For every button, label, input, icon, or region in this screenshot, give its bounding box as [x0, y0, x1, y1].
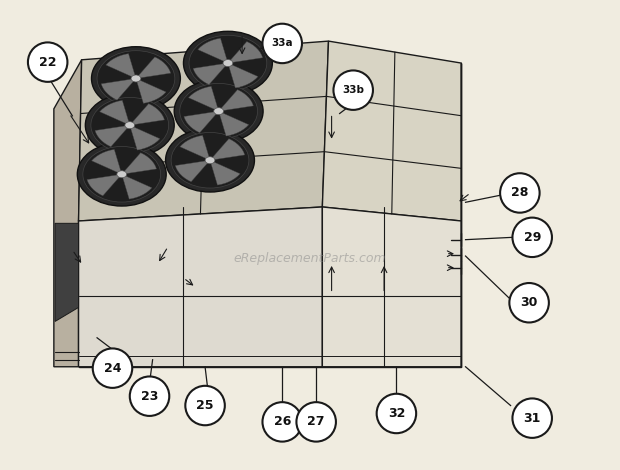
Polygon shape	[230, 41, 263, 63]
Polygon shape	[136, 80, 166, 103]
Ellipse shape	[180, 83, 257, 139]
Ellipse shape	[214, 108, 224, 115]
Ellipse shape	[174, 79, 263, 143]
Ellipse shape	[171, 133, 249, 188]
Ellipse shape	[262, 402, 302, 442]
Polygon shape	[123, 176, 152, 199]
Text: eReplacementParts.com: eReplacementParts.com	[234, 252, 386, 265]
Polygon shape	[131, 126, 160, 150]
Polygon shape	[184, 112, 217, 133]
Polygon shape	[55, 223, 79, 321]
Polygon shape	[87, 175, 120, 196]
Ellipse shape	[125, 122, 135, 129]
Ellipse shape	[184, 31, 272, 95]
Polygon shape	[322, 207, 461, 367]
Ellipse shape	[500, 173, 539, 212]
Polygon shape	[138, 57, 171, 78]
Polygon shape	[95, 126, 128, 147]
Text: 30: 30	[520, 296, 538, 309]
Ellipse shape	[296, 402, 336, 442]
Polygon shape	[198, 38, 227, 62]
Ellipse shape	[92, 47, 180, 110]
Polygon shape	[79, 207, 322, 367]
Polygon shape	[123, 153, 156, 174]
Ellipse shape	[189, 35, 267, 91]
Ellipse shape	[131, 75, 141, 82]
Ellipse shape	[185, 386, 225, 425]
Text: 27: 27	[308, 415, 325, 428]
Text: 23: 23	[141, 390, 158, 403]
Ellipse shape	[78, 142, 166, 206]
Polygon shape	[100, 101, 129, 124]
Text: 31: 31	[523, 412, 541, 425]
Polygon shape	[101, 79, 134, 100]
Polygon shape	[106, 54, 135, 77]
Polygon shape	[229, 64, 258, 88]
Ellipse shape	[510, 283, 549, 322]
Ellipse shape	[130, 376, 169, 416]
Polygon shape	[92, 149, 121, 173]
Ellipse shape	[117, 171, 126, 178]
Polygon shape	[212, 139, 245, 160]
Polygon shape	[211, 162, 240, 185]
Polygon shape	[79, 41, 329, 221]
Polygon shape	[54, 60, 82, 367]
Ellipse shape	[262, 24, 302, 63]
Ellipse shape	[513, 399, 552, 438]
Ellipse shape	[91, 97, 169, 153]
Ellipse shape	[513, 218, 552, 257]
Ellipse shape	[223, 60, 232, 67]
Text: 29: 29	[523, 231, 541, 244]
Ellipse shape	[86, 94, 174, 157]
Ellipse shape	[377, 394, 416, 433]
Ellipse shape	[205, 157, 215, 164]
Polygon shape	[188, 86, 218, 110]
Text: 33b: 33b	[342, 85, 364, 95]
Polygon shape	[131, 104, 164, 125]
Text: 33a: 33a	[272, 39, 293, 48]
Text: 22: 22	[39, 55, 56, 69]
Polygon shape	[219, 112, 249, 136]
Text: 26: 26	[273, 415, 291, 428]
Ellipse shape	[97, 51, 175, 106]
Polygon shape	[322, 41, 461, 221]
Ellipse shape	[83, 147, 161, 202]
Ellipse shape	[28, 42, 68, 82]
Polygon shape	[193, 63, 226, 85]
Text: 32: 32	[388, 407, 405, 420]
Polygon shape	[180, 135, 210, 159]
Text: 28: 28	[511, 187, 528, 199]
Ellipse shape	[166, 128, 254, 192]
Text: 24: 24	[104, 361, 122, 375]
Ellipse shape	[93, 348, 132, 388]
Ellipse shape	[334, 70, 373, 110]
Polygon shape	[175, 161, 208, 182]
Text: 25: 25	[197, 399, 214, 412]
Polygon shape	[221, 90, 254, 110]
